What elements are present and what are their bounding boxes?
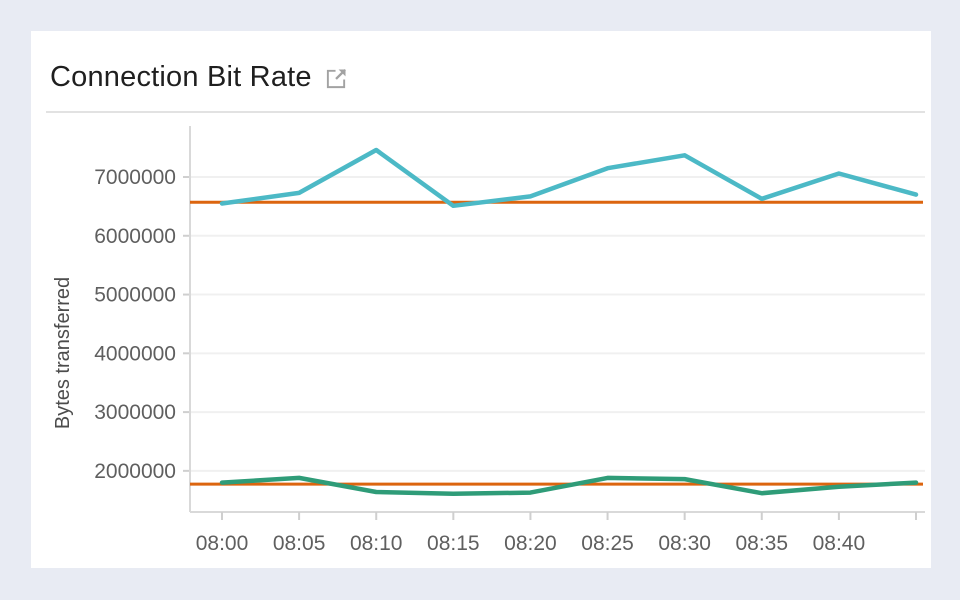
x-tick-label: 08:20 xyxy=(504,532,557,555)
x-tick-label: 08:15 xyxy=(427,532,480,555)
chart-card: Connection Bit Rate 2000000 3000000 400000… xyxy=(31,31,931,568)
series-line-teal-series xyxy=(219,147,919,209)
title-row: Connection Bit Rate xyxy=(31,31,931,94)
x-tick-label: 08:10 xyxy=(350,532,403,555)
x-tick-label: 08:00 xyxy=(196,532,249,555)
y-tick-label: 6000000 xyxy=(94,225,176,248)
x-tick-label: 08:30 xyxy=(658,532,711,555)
header-divider xyxy=(46,111,925,113)
y-axis-title: Bytes transferred xyxy=(52,277,74,429)
chart-area[interactable]: 2000000 3000000 4000000 5000000 6000000 70000… xyxy=(31,113,931,568)
y-tick-label: 5000000 xyxy=(94,284,176,307)
y-tick-label: 7000000 xyxy=(94,166,176,189)
y-tick-label: 3000000 xyxy=(94,401,176,424)
external-link-icon[interactable] xyxy=(325,67,348,90)
card-header: Connection Bit Rate xyxy=(31,31,931,111)
x-tick-label: 08:35 xyxy=(735,532,788,555)
page-title: Connection Bit Rate xyxy=(50,61,312,93)
x-tick-label: 08:05 xyxy=(273,532,326,555)
line-chart-svg: 2000000 3000000 4000000 5000000 6000000 70000… xyxy=(52,126,925,555)
x-tick-label: 08:25 xyxy=(581,532,634,555)
y-tick-label: 4000000 xyxy=(94,342,176,365)
series-line-green-series xyxy=(219,475,919,497)
y-tick-label: 2000000 xyxy=(94,460,176,483)
x-tick-label: 08:40 xyxy=(813,532,866,555)
